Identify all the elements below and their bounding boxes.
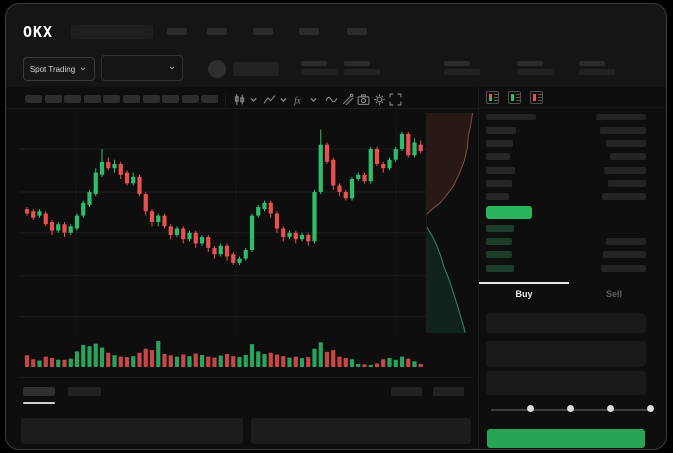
- chevron-down-icon[interactable]: [277, 93, 290, 106]
- slider-stop-dot[interactable]: [607, 405, 614, 412]
- amount-input[interactable]: [486, 341, 646, 367]
- market-type-selector[interactable]: Spot Trading: [23, 57, 95, 81]
- interval-button-placeholder[interactable]: [103, 95, 121, 103]
- ask-row-amount-placeholder[interactable]: [610, 153, 646, 161]
- nav-item-placeholder[interactable]: [167, 28, 187, 35]
- chart-style-icon[interactable]: [263, 93, 276, 106]
- orderbook-view-asks-only-icon[interactable]: [530, 91, 543, 104]
- slider-stop-dot[interactable]: [647, 405, 654, 412]
- buy-submit-button[interactable]: [487, 429, 645, 448]
- bid-row-price-placeholder[interactable]: [486, 225, 514, 232]
- interval-button-placeholder[interactable]: [64, 95, 82, 103]
- chevron-down-icon: [78, 64, 88, 74]
- ask-row-price-placeholder[interactable]: [486, 193, 509, 200]
- camera-icon[interactable]: [357, 93, 370, 106]
- indicators-icon[interactable]: fx: [293, 93, 306, 106]
- bid-row-amount-placeholder[interactable]: [603, 251, 646, 259]
- orders-panel-placeholder: [21, 418, 243, 444]
- nav-item-placeholder[interactable]: [299, 28, 319, 35]
- stat-label-placeholder: [579, 61, 605, 66]
- brand-placeholder: [71, 25, 153, 39]
- drawing-tools-icon[interactable]: [341, 93, 354, 106]
- interval-button-placeholder[interactable]: [123, 95, 140, 103]
- app-window: OKX Spot Trading Buy Sell: [5, 3, 667, 450]
- stat-label-placeholder: [517, 61, 543, 66]
- interval-button-placeholder[interactable]: [201, 95, 219, 103]
- chevron-down-icon[interactable]: [307, 93, 320, 106]
- bid-row-price-placeholder[interactable]: [486, 251, 512, 259]
- orderbook-col-header-amount: [596, 114, 646, 120]
- ask-row-price-placeholder[interactable]: [486, 179, 512, 187]
- price-input[interactable]: [486, 313, 646, 333]
- stat-value-placeholder: [301, 69, 337, 75]
- stat-label-placeholder: [301, 61, 327, 66]
- bottom-section-divider: [19, 377, 473, 378]
- nav-item-placeholder[interactable]: [207, 28, 227, 35]
- stat-value-placeholder: [517, 69, 553, 75]
- svg-text:fx: fx: [294, 95, 302, 105]
- ask-row-amount-placeholder[interactable]: [604, 166, 646, 174]
- tab-buy[interactable]: Buy: [515, 289, 533, 299]
- interval-button-placeholder[interactable]: [44, 95, 62, 103]
- ask-row-price-placeholder[interactable]: [486, 140, 513, 148]
- coin-avatar: [208, 60, 226, 78]
- tab-sell[interactable]: Sell: [605, 289, 622, 299]
- orderbook-view-bids-only-icon[interactable]: [508, 91, 521, 104]
- candlestick-chart[interactable]: [19, 111, 427, 337]
- interval-button-placeholder[interactable]: [83, 95, 101, 103]
- candles-icon[interactable]: [233, 93, 246, 106]
- ask-row-amount-placeholder[interactable]: [602, 193, 646, 200]
- bottom-tab[interactable]: [68, 387, 101, 396]
- ask-row-price-placeholder[interactable]: [486, 153, 510, 161]
- right-panel-divider: [478, 87, 479, 449]
- interval-button-placeholder[interactable]: [142, 95, 160, 103]
- ask-row-amount-placeholder[interactable]: [608, 179, 646, 187]
- orderbook-col-header-price: [486, 114, 536, 120]
- stat-label-placeholder: [444, 61, 470, 66]
- ask-row-price-placeholder[interactable]: [486, 166, 515, 174]
- stat-value-placeholder: [344, 69, 380, 75]
- buy-tab-indicator: [479, 282, 569, 284]
- trade-tabs: Buy Sell: [479, 282, 659, 306]
- chevron-down-icon: [167, 63, 177, 73]
- ask-row-amount-placeholder[interactable]: [600, 127, 646, 134]
- interval-button-placeholder[interactable]: [181, 95, 199, 103]
- toolbar-bottom-divider: [6, 108, 478, 109]
- history-panel-placeholder: [251, 418, 471, 444]
- market-type-label: Spot Trading: [29, 64, 76, 74]
- depth-overlay: [426, 113, 474, 333]
- bid-row-amount-placeholder[interactable]: [606, 238, 646, 246]
- bid-row-price-placeholder[interactable]: [486, 238, 512, 246]
- stat-label-placeholder: [344, 61, 370, 66]
- stat-value-placeholder: [579, 69, 615, 75]
- bid-row-amount-placeholder[interactable]: [601, 264, 646, 272]
- last-price-highlight[interactable]: [486, 206, 532, 219]
- bid-row-price-placeholder[interactable]: [486, 264, 514, 272]
- slider-stop-dot[interactable]: [527, 405, 534, 412]
- stat-value-placeholder: [444, 69, 480, 75]
- nav-item-placeholder[interactable]: [347, 28, 367, 35]
- bottom-link[interactable]: [391, 387, 422, 396]
- pair-dropdown[interactable]: [101, 55, 183, 81]
- bottom-tab-active[interactable]: [23, 387, 55, 396]
- ask-row-amount-placeholder[interactable]: [606, 140, 646, 148]
- total-input[interactable]: [486, 371, 646, 395]
- ask-row-price-placeholder[interactable]: [486, 127, 516, 134]
- orderbook-divider: [479, 107, 666, 108]
- volume-chart: [24, 341, 423, 367]
- bottom-link[interactable]: [433, 387, 464, 396]
- okx-logo[interactable]: OKX: [23, 23, 54, 41]
- nav-item-placeholder[interactable]: [253, 28, 273, 35]
- chevron-down-icon[interactable]: [247, 93, 260, 106]
- slider-stop-dot[interactable]: [567, 405, 574, 412]
- wave-icon[interactable]: [325, 93, 338, 106]
- orderbook-view-combined-icon[interactable]: [486, 91, 499, 104]
- bottom-tab-active-indicator: [23, 402, 55, 404]
- toolbar-divider: [225, 94, 226, 106]
- interval-button-placeholder[interactable]: [25, 95, 42, 103]
- interval-button-placeholder[interactable]: [162, 95, 180, 103]
- settings-icon[interactable]: [373, 93, 386, 106]
- fullscreen-icon[interactable]: [389, 93, 402, 106]
- pair-name-placeholder: [233, 62, 279, 76]
